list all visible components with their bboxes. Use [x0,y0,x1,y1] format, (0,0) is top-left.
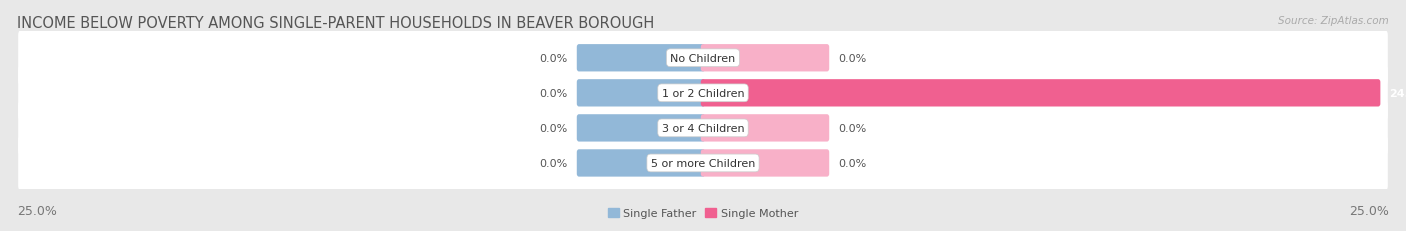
FancyBboxPatch shape [576,80,706,107]
Text: 0.0%: 0.0% [540,88,568,98]
FancyBboxPatch shape [576,115,706,142]
Text: Source: ZipAtlas.com: Source: ZipAtlas.com [1278,16,1389,26]
Text: 0.0%: 0.0% [540,158,568,168]
FancyBboxPatch shape [700,115,830,142]
Text: 3 or 4 Children: 3 or 4 Children [662,123,744,133]
Text: 25.0%: 25.0% [17,204,56,217]
Text: 1 or 2 Children: 1 or 2 Children [662,88,744,98]
FancyBboxPatch shape [576,150,706,177]
FancyBboxPatch shape [700,80,1381,107]
FancyBboxPatch shape [18,135,1388,191]
Text: 0.0%: 0.0% [540,54,568,64]
Legend: Single Father, Single Mother: Single Father, Single Mother [607,208,799,219]
Text: No Children: No Children [671,54,735,64]
FancyBboxPatch shape [18,65,1388,121]
Text: 5 or more Children: 5 or more Children [651,158,755,168]
Text: 24.5%: 24.5% [1389,88,1406,98]
FancyBboxPatch shape [576,45,706,72]
Text: INCOME BELOW POVERTY AMONG SINGLE-PARENT HOUSEHOLDS IN BEAVER BOROUGH: INCOME BELOW POVERTY AMONG SINGLE-PARENT… [17,16,654,31]
Text: 0.0%: 0.0% [838,123,866,133]
FancyBboxPatch shape [18,100,1388,156]
FancyBboxPatch shape [700,150,830,177]
Text: 0.0%: 0.0% [838,158,866,168]
Text: 0.0%: 0.0% [838,54,866,64]
FancyBboxPatch shape [18,30,1388,86]
Text: 25.0%: 25.0% [1350,204,1389,217]
Text: 0.0%: 0.0% [540,123,568,133]
FancyBboxPatch shape [700,45,830,72]
